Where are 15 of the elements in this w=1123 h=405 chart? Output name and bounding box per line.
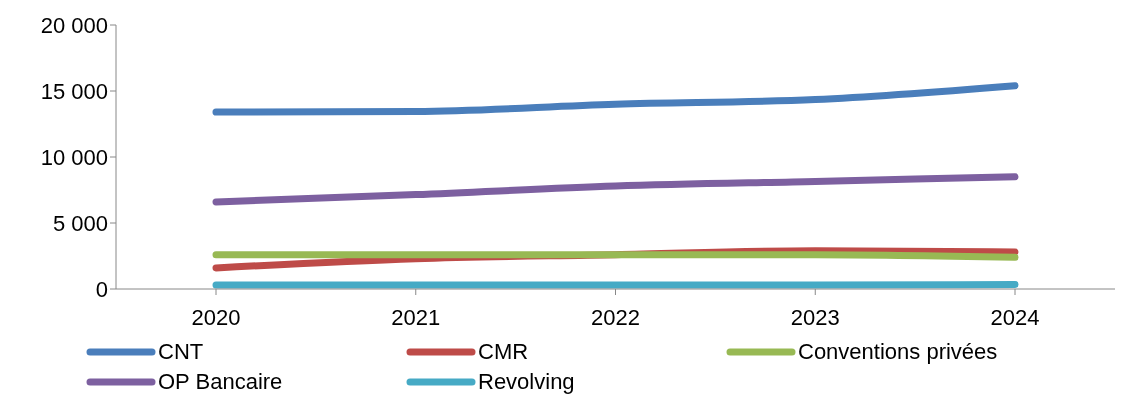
x-tick-label: 2023 (790, 304, 840, 330)
y-tick-label: 0 (95, 276, 108, 302)
y-tick-label: 20 000 (40, 12, 108, 38)
y-tick-label: 10 000 (40, 144, 108, 170)
legend-label: CNT (158, 338, 204, 366)
legend-label: Revolving (478, 368, 575, 396)
legend-label: Conventions privées (798, 338, 998, 366)
x-tick-label: 2021 (391, 304, 441, 330)
y-tick-label: 15 000 (40, 78, 108, 104)
y-tick-label: 5 000 (52, 210, 108, 236)
x-tick-label: 2022 (591, 304, 640, 330)
x-tick-label: 2020 (191, 304, 241, 330)
legend-label: CMR (478, 338, 529, 366)
legend-label: OP Bancaire (158, 368, 283, 396)
x-tick-label: 2024 (990, 304, 1040, 330)
